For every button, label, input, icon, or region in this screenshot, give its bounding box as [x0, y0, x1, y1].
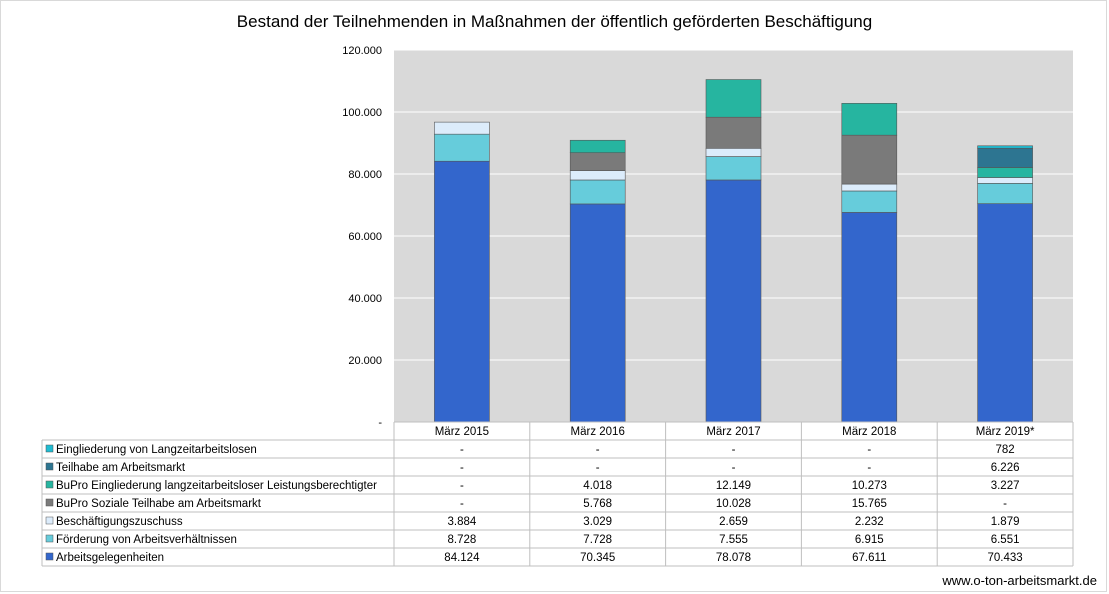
data-label: 10.028 — [716, 498, 751, 510]
data-label: - — [732, 444, 736, 456]
series-label: BuPro Eingliederung langzeitarbeitsloser… — [56, 480, 377, 492]
legend-key — [45, 498, 54, 507]
bar-segment — [977, 177, 1033, 184]
data-label: - — [596, 444, 600, 456]
data-label: - — [460, 498, 464, 510]
y-tick-label: 80.000 — [348, 169, 382, 181]
data-label: 6.226 — [991, 462, 1020, 474]
data-label: 12.149 — [716, 480, 751, 492]
bar-segment — [705, 147, 762, 157]
data-label: - — [867, 444, 871, 456]
bar-segment — [977, 203, 1033, 423]
bar-segment — [977, 183, 1033, 204]
series-label: Förderung von Arbeitsverhältnissen — [56, 534, 237, 546]
data-label: - — [1003, 498, 1007, 510]
legend-key — [45, 444, 54, 453]
bar-segment — [977, 145, 1033, 149]
y-tick-label: 20.000 — [348, 355, 382, 367]
legend-key — [45, 534, 54, 543]
bar-segment — [569, 203, 626, 423]
bar-segment — [841, 134, 898, 185]
data-label: - — [460, 480, 464, 492]
data-label: 3.227 — [991, 480, 1020, 492]
category-label: März 2019* — [976, 426, 1035, 438]
data-label: 3.029 — [583, 516, 612, 528]
chart-title: Bestand der Teilnehmenden in Maßnahmen d… — [236, 12, 873, 31]
series-label: Teilhabe am Arbeitsmarkt — [56, 462, 186, 474]
legend-key — [45, 516, 54, 525]
data-label: - — [460, 444, 464, 456]
series-label: Eingliederung von Langzeitarbeitslosen — [56, 444, 257, 456]
data-label: 3.884 — [448, 516, 477, 528]
data-label: 84.124 — [444, 552, 480, 564]
bar-segment — [705, 116, 762, 149]
bar-segment — [705, 179, 762, 423]
bar-segment — [977, 147, 1033, 168]
data-label: 10.273 — [852, 480, 887, 492]
data-label: 70.345 — [580, 552, 615, 564]
legend-key — [45, 462, 54, 471]
watermark: www.o-ton-arbeitsmarkt.de — [942, 573, 1097, 588]
bar-segment — [841, 212, 898, 423]
data-label: - — [460, 462, 464, 474]
category-label: März 2017 — [706, 426, 760, 438]
data-label: 15.765 — [852, 498, 887, 510]
data-label: 70.433 — [988, 552, 1023, 564]
bars — [434, 79, 1033, 423]
data-label: 5.768 — [583, 498, 612, 510]
bar-segment — [569, 139, 626, 154]
data-label: 8.728 — [448, 534, 477, 546]
category-label: März 2016 — [571, 426, 625, 438]
y-axis-ticks: - 20.000 40.000 60.000 80.000 100.000 120.000 — [342, 45, 382, 429]
series-label: BuPro Soziale Teilhabe am Arbeitsmarkt — [56, 498, 262, 510]
y-tick-label: 120.000 — [342, 45, 382, 57]
data-label: 2.232 — [855, 516, 884, 528]
y-tick-label: 40.000 — [348, 293, 382, 305]
data-label: - — [732, 462, 736, 474]
bar-segment — [434, 121, 490, 135]
y-tick-label: 60.000 — [348, 231, 382, 243]
data-label: 6.915 — [855, 534, 884, 546]
bar-segment — [569, 179, 626, 205]
data-table: März 2015 März 2016 März 2017 März 2018 März… — [41, 421, 1074, 567]
y-tick-label: - — [378, 417, 382, 429]
bar-segment — [434, 160, 490, 423]
bar-segment — [569, 170, 626, 181]
bar-segment — [841, 190, 898, 213]
data-label: - — [596, 462, 600, 474]
data-label: 67.611 — [852, 552, 886, 564]
series-label: Arbeitsgelegenheiten — [56, 552, 164, 564]
bar-segment — [977, 167, 1033, 178]
category-label: März 2018 — [842, 426, 896, 438]
bar-segment — [705, 79, 762, 118]
series-label: Beschäftigungszuschuss — [56, 516, 183, 528]
data-label: 2.659 — [719, 516, 748, 528]
data-label: - — [867, 462, 871, 474]
bar-segment — [434, 133, 490, 162]
bar-segment — [705, 156, 762, 181]
data-label: 4.018 — [583, 480, 612, 492]
y-tick-label: 100.000 — [342, 107, 382, 119]
data-label: 78.078 — [716, 552, 751, 564]
bar-segment — [841, 183, 898, 192]
data-label: 782 — [996, 444, 1015, 456]
category-label: März 2015 — [435, 426, 489, 438]
data-label: 7.555 — [719, 534, 748, 546]
bar-segment — [569, 152, 626, 171]
legend-key — [45, 480, 54, 489]
data-label: 7.728 — [583, 534, 612, 546]
data-label: 6.551 — [991, 534, 1020, 546]
bar-segment — [841, 103, 898, 136]
data-label: 1.879 — [991, 516, 1020, 528]
legend-key — [45, 552, 54, 561]
